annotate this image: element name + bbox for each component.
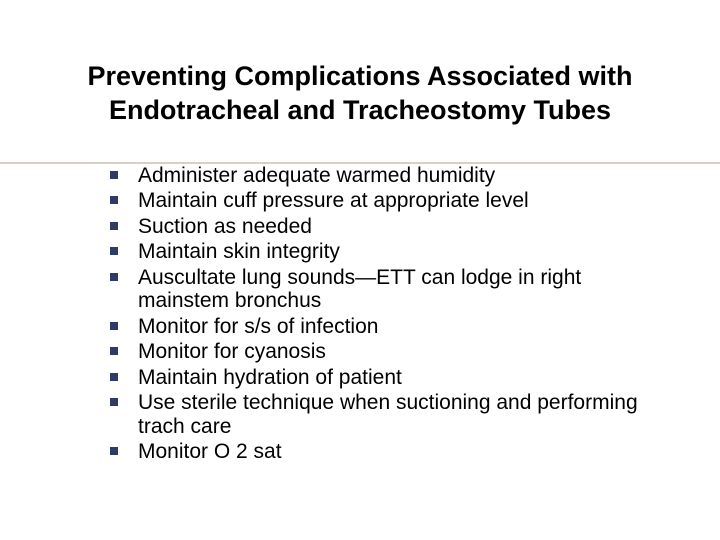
square-bullet-icon bbox=[110, 273, 118, 281]
list-item-text: Monitor for s/s of infection bbox=[138, 315, 378, 338]
square-bullet-icon bbox=[110, 247, 118, 255]
square-bullet-icon bbox=[110, 447, 118, 455]
square-bullet-icon bbox=[110, 196, 118, 204]
list-item-text: Suction as needed bbox=[138, 215, 312, 238]
list-item: Use sterile technique when suctioning an… bbox=[110, 391, 670, 438]
square-bullet-icon bbox=[110, 222, 118, 230]
list-item: Monitor O 2 sat bbox=[110, 440, 670, 464]
list-item: Maintain skin integrity bbox=[110, 240, 670, 264]
slide: Preventing Complications Associated with… bbox=[0, 0, 720, 540]
square-bullet-icon bbox=[110, 373, 118, 381]
list-item-text: Maintain cuff pressure at appropriate le… bbox=[138, 189, 529, 212]
list-item-text: Administer adequate warmed humidity bbox=[138, 164, 495, 187]
square-bullet-icon bbox=[110, 322, 118, 330]
list-item-text: Maintain hydration of patient bbox=[138, 366, 402, 389]
square-bullet-icon bbox=[110, 398, 118, 406]
slide-title: Preventing Complications Associated with… bbox=[60, 60, 660, 128]
list-item: Administer adequate warmed humidity bbox=[110, 164, 670, 188]
list-item: Monitor for cyanosis bbox=[110, 340, 670, 364]
list-item-text: Use sterile technique when suctioning an… bbox=[138, 391, 638, 438]
list-item: Maintain hydration of patient bbox=[110, 366, 670, 390]
list-item-text: Monitor for cyanosis bbox=[138, 340, 326, 363]
bullet-list: Administer adequate warmed humidity Main… bbox=[110, 164, 670, 464]
list-item-text: Maintain skin integrity bbox=[138, 240, 340, 263]
list-item: Maintain cuff pressure at appropriate le… bbox=[110, 189, 670, 213]
list-item: Auscultate lung sounds—ETT can lodge in … bbox=[110, 266, 670, 313]
list-item-text: Monitor O 2 sat bbox=[138, 440, 282, 463]
list-item: Monitor for s/s of infection bbox=[110, 315, 670, 339]
list-item-text: Auscultate lung sounds—ETT can lodge in … bbox=[138, 266, 581, 313]
list-item: Suction as needed bbox=[110, 215, 670, 239]
square-bullet-icon bbox=[110, 171, 118, 179]
square-bullet-icon bbox=[110, 347, 118, 355]
